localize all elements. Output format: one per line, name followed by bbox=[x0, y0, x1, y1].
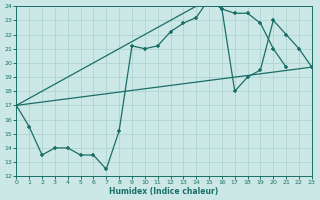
X-axis label: Humidex (Indice chaleur): Humidex (Indice chaleur) bbox=[109, 187, 219, 196]
